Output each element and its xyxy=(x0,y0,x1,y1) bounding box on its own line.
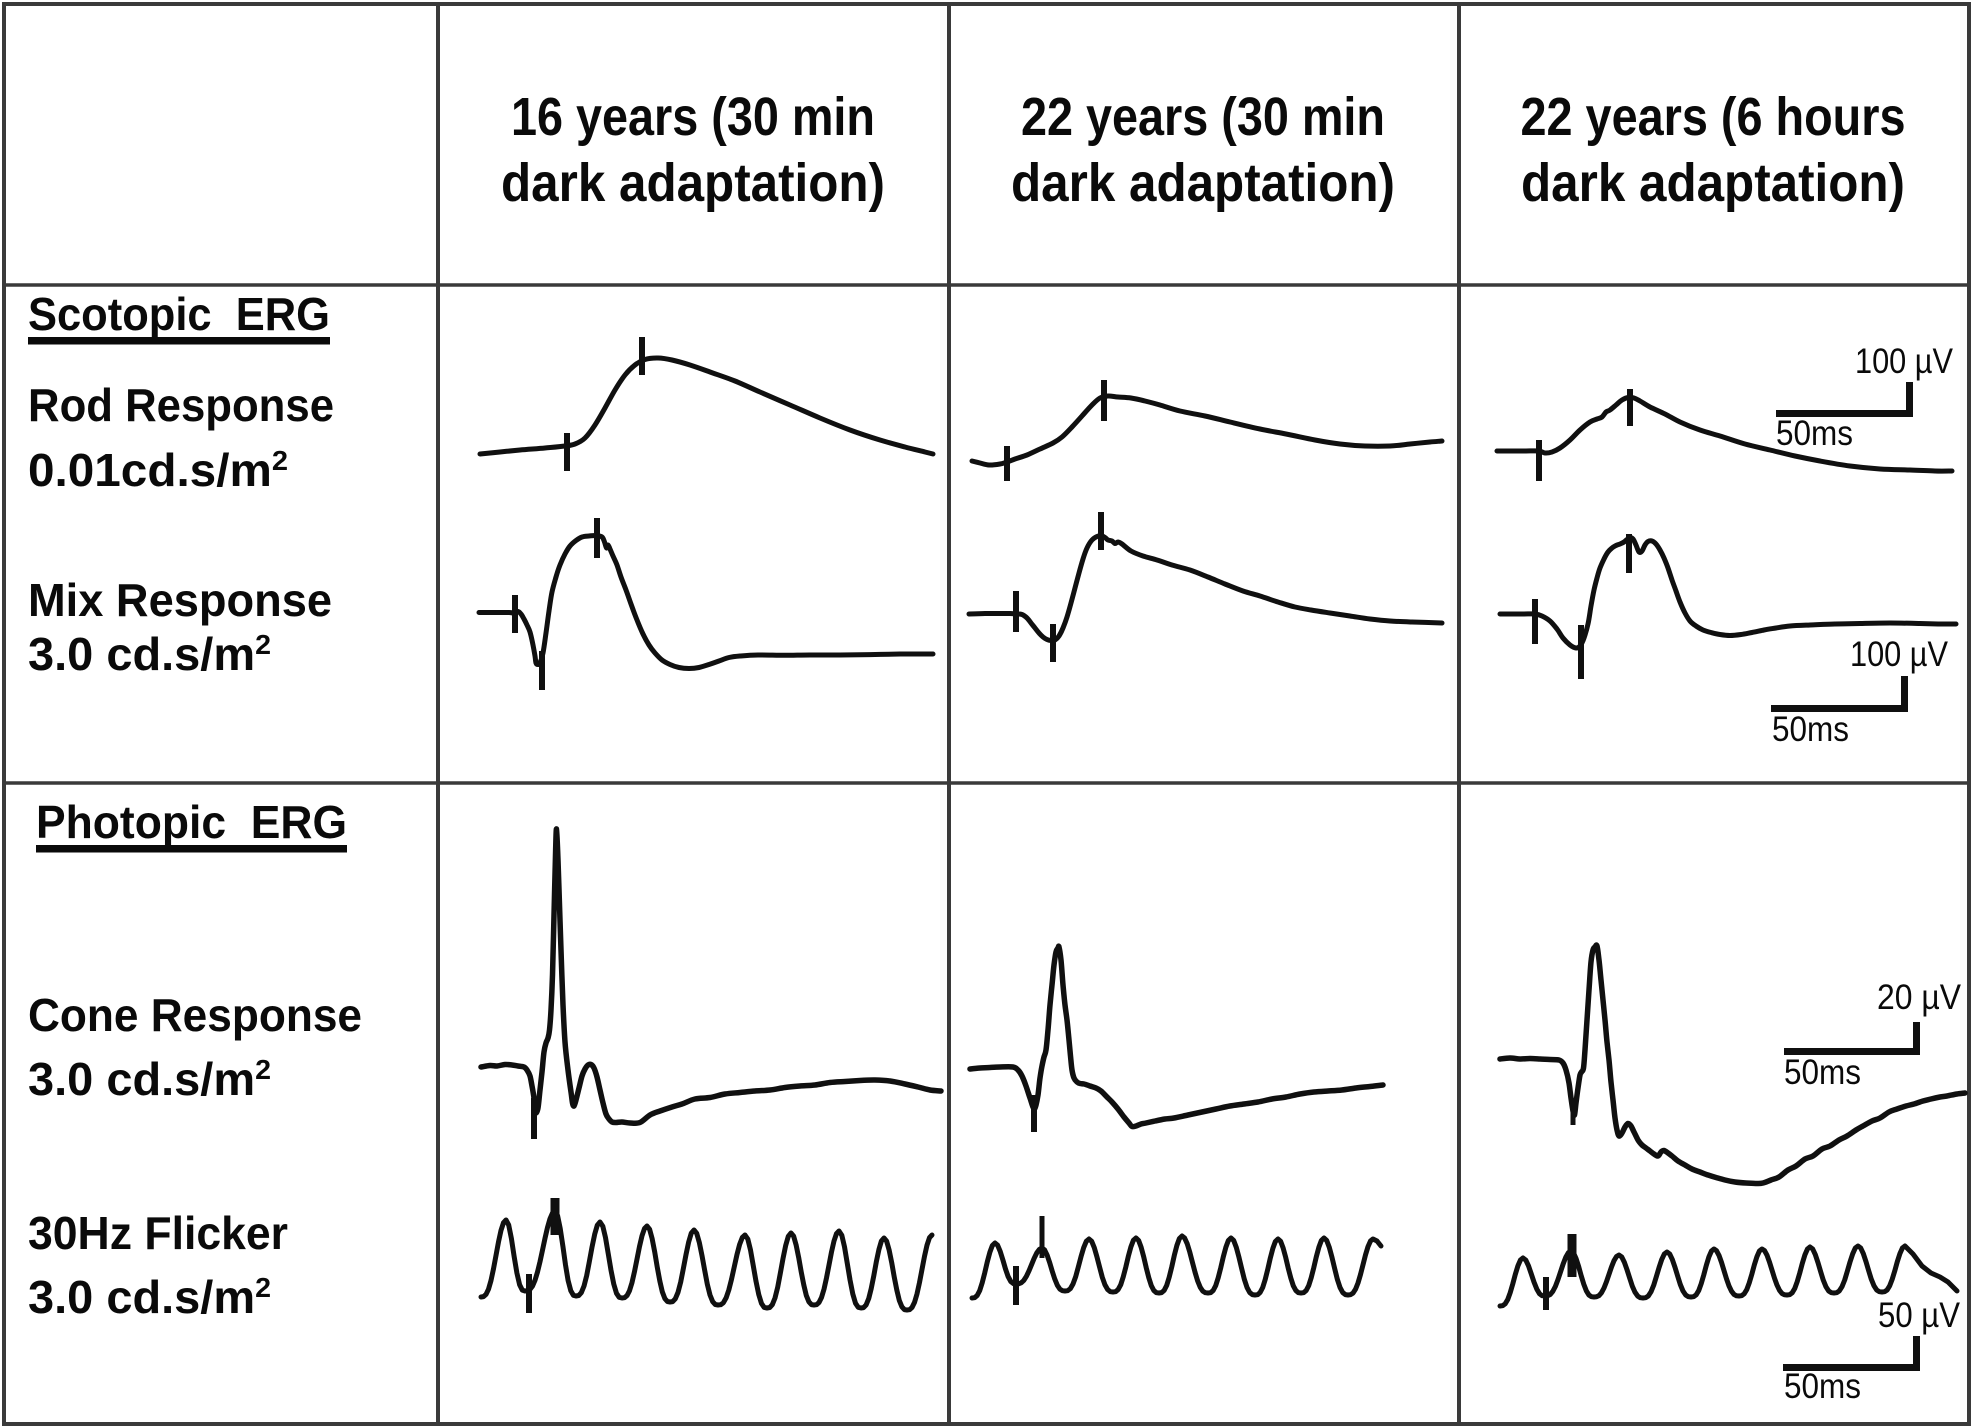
svg-text:dark adaptation): dark adaptation) xyxy=(501,153,885,213)
svg-text:Scotopic ERG: Scotopic ERG xyxy=(28,288,330,340)
svg-text:Mix Response: Mix Response xyxy=(28,574,332,626)
svg-text:20 µV: 20 µV xyxy=(1877,978,1962,1017)
svg-text:50ms: 50ms xyxy=(1784,1367,1861,1406)
svg-text:50 µV: 50 µV xyxy=(1878,1296,1961,1335)
svg-text:22 years (30 min: 22 years (30 min xyxy=(1021,87,1385,147)
svg-text:30Hz Flicker: 30Hz Flicker xyxy=(28,1207,288,1259)
svg-text:50ms: 50ms xyxy=(1776,414,1853,453)
svg-text:3.0 cd.s/m2: 3.0 cd.s/m 2 xyxy=(28,1053,271,1105)
svg-text:dark adaptation): dark adaptation) xyxy=(1521,153,1905,213)
svg-text:22 years (6 hours: 22 years (6 hours xyxy=(1521,87,1906,147)
svg-text:50ms: 50ms xyxy=(1784,1053,1861,1092)
svg-text:100 µV: 100 µV xyxy=(1850,635,1949,674)
svg-text:50ms: 50ms xyxy=(1772,710,1849,749)
svg-text:3.0 cd.s/m2: 3.0 cd.s/m 2 xyxy=(28,628,271,680)
svg-text:16 years (30 min: 16 years (30 min xyxy=(511,87,875,147)
svg-text:0.01cd.s/m2: 0.01cd.s/m 2 xyxy=(28,444,288,496)
svg-text:Cone Response: Cone Response xyxy=(28,989,362,1041)
svg-text:3.0 cd.s/m2: 3.0 cd.s/m 2 xyxy=(28,1271,271,1323)
svg-text:Rod Response: Rod Response xyxy=(28,379,334,431)
svg-text:100 µV: 100 µV xyxy=(1855,342,1954,381)
svg-text:dark adaptation): dark adaptation) xyxy=(1011,153,1395,213)
svg-text:Photopic ERG: Photopic ERG xyxy=(36,796,347,848)
